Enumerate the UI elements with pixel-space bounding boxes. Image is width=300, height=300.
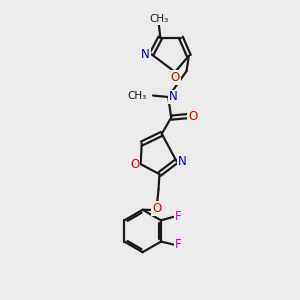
Text: F: F	[175, 210, 181, 223]
Text: N: N	[169, 91, 178, 103]
Text: CH₃: CH₃	[127, 91, 146, 100]
Text: O: O	[170, 71, 180, 84]
Text: F: F	[175, 238, 181, 251]
Text: N: N	[178, 155, 187, 168]
Text: O: O	[152, 202, 162, 215]
Text: O: O	[130, 158, 139, 171]
Text: N: N	[141, 48, 150, 61]
Text: CH₃: CH₃	[149, 14, 169, 24]
Text: O: O	[188, 110, 197, 123]
